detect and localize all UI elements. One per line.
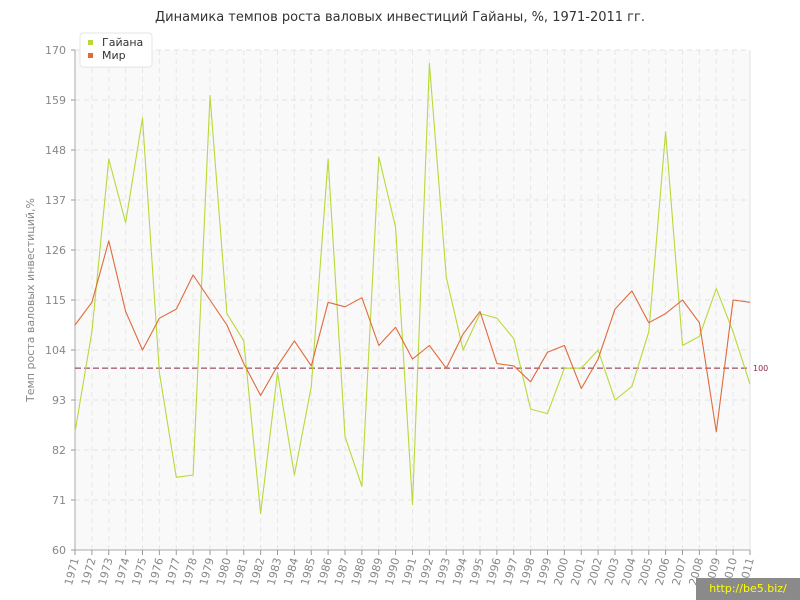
x-axis: 1971197219731974197519761977197819791980… (62, 549, 757, 587)
legend-swatch (88, 40, 93, 45)
legend-box (79, 32, 153, 68)
y-tick-label: 104 (45, 344, 66, 357)
series-layer (74, 63, 751, 515)
y-tick-label: 159 (45, 94, 66, 107)
y-tick-label: 115 (45, 294, 66, 307)
series-line (74, 240, 751, 433)
reference-line-label: 100 (753, 364, 768, 373)
y-tick-label: 71 (52, 494, 66, 507)
y-tick-label: 126 (45, 244, 66, 257)
series-2 (74, 240, 751, 433)
y-tick-label: 137 (45, 194, 66, 207)
y-tick-label: 170 (45, 44, 66, 57)
y-tick-label: 93 (52, 394, 66, 407)
y-tick-label: 148 (45, 144, 66, 157)
chart-title: Динамика темпов роста валовых инвестиций… (155, 10, 645, 25)
series-line (74, 63, 751, 515)
y-tick-label: 60 (52, 544, 66, 557)
legend-label: Гайана (102, 36, 143, 49)
y-axis-label: Темп роста валовых инвестиций,% (24, 198, 37, 403)
y-tick-label: 82 (52, 444, 66, 457)
series-1 (74, 63, 751, 515)
watermark: http://be5.biz/ (696, 578, 800, 600)
y-axis: 60 71 82 93 104 115 126 137 148 159 170 (45, 44, 76, 557)
legend-label: Мир (102, 49, 126, 62)
legend-swatch (88, 53, 93, 58)
